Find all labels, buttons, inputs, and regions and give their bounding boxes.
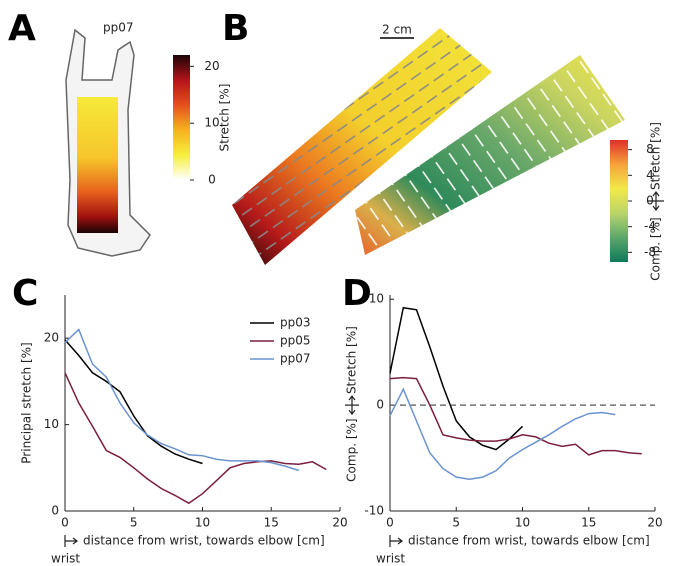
x-tick-label: 15	[264, 516, 279, 530]
data-line	[64, 372, 327, 505]
legend-label: pp07	[280, 352, 311, 366]
y-tick-label: -10	[364, 504, 384, 518]
x-annotation: wrist	[376, 552, 405, 566]
colorbar-tick-label: 4	[646, 168, 654, 182]
colorbar-tick-label: 8	[646, 142, 654, 156]
y-axis-label: Comp. [%]	[345, 418, 359, 481]
y-axis-label: Principal stretch [%]	[20, 342, 34, 463]
y-tick-label: 0	[376, 398, 384, 412]
x-tick-label: 20	[647, 516, 662, 530]
stretch-map	[77, 97, 118, 233]
x-axis-label: distance from wrist, towards elbow [cm]	[83, 534, 325, 548]
x-tick-label: 15	[581, 516, 596, 530]
double-arrow	[648, 191, 664, 211]
colorbar-label: Stretch [%]	[218, 84, 232, 152]
y-tick-label: 20	[44, 331, 59, 345]
data-line	[64, 328, 300, 472]
x-tick-label: 0	[61, 516, 69, 530]
colorbar-label: Comp. [%]	[649, 217, 663, 280]
y-axis-label: Stretch [%]	[345, 326, 359, 394]
subject-label: pp07	[103, 21, 134, 35]
data-line	[389, 376, 642, 456]
x-tick-label: 0	[386, 516, 394, 530]
double-arrow	[348, 395, 356, 416]
wrist-arrow	[64, 535, 78, 547]
panel-label: B	[222, 8, 249, 49]
direction-arrows	[232, 28, 492, 265]
colorbar-tick-label: 20	[204, 59, 219, 73]
colorbar-tick-label: -8	[644, 245, 656, 259]
x-axis-label: distance from wrist, towards elbow [cm]	[408, 534, 650, 548]
colorbar	[610, 140, 628, 262]
panel-label: C	[12, 273, 38, 314]
data-line	[389, 387, 616, 480]
panel-label: A	[8, 8, 36, 49]
wrist-arrow	[389, 535, 403, 547]
x-tick-label: 10	[195, 516, 210, 530]
legend-label: pp03	[280, 316, 311, 330]
x-annotation: wrist	[51, 552, 80, 566]
colorbar-tick-label: 0	[208, 173, 216, 187]
colorbar-label: Stretch [%]	[649, 122, 663, 190]
direction-arrows	[355, 55, 625, 255]
colorbar	[173, 55, 190, 180]
colorbar-tick-label: 10	[204, 116, 219, 130]
legend-label: pp05	[280, 334, 311, 348]
data-line	[389, 306, 524, 451]
panel-label: D	[342, 273, 372, 314]
y-tick-label: 10	[369, 292, 384, 306]
y-tick-label: 0	[51, 504, 59, 518]
data-line	[64, 339, 203, 465]
scale-bar-label: 2 cm	[382, 23, 412, 37]
x-tick-label: 10	[515, 516, 530, 530]
y-tick-label: 10	[44, 417, 59, 431]
x-tick-label: 5	[130, 516, 138, 530]
x-tick-label: 5	[452, 516, 460, 530]
colorbar-tick-label: -4	[644, 219, 656, 233]
x-tick-label: 20	[332, 516, 347, 530]
